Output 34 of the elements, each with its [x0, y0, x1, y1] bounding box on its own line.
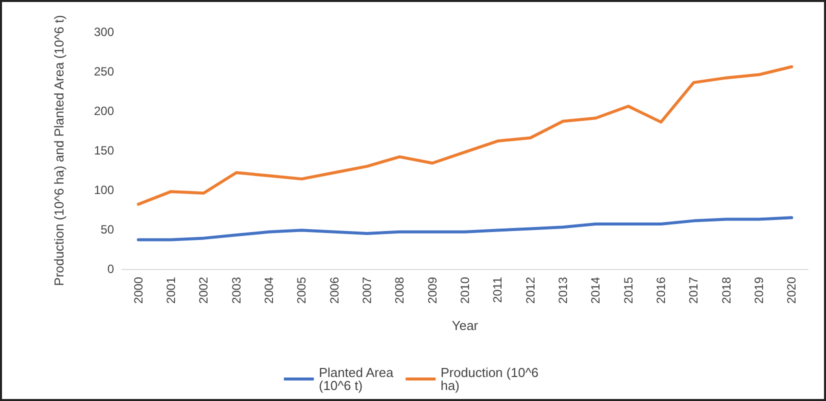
- x-tick-label: 2005: [294, 276, 309, 304]
- x-tick-label: 2009: [425, 276, 440, 304]
- x-axis-title: Year: [452, 318, 479, 333]
- x-tick-label: 2010: [458, 276, 472, 304]
- y-tick-label: 150: [94, 144, 114, 158]
- x-tick-label: 2002: [196, 276, 211, 304]
- y-tick-label: 200: [94, 104, 114, 118]
- x-tick-label: 2016: [654, 276, 668, 304]
- legend-label: Planted Area (10^6 t): [318, 365, 397, 393]
- x-tick-label: 2007: [360, 276, 374, 304]
- y-tick-label: 50: [100, 222, 114, 236]
- x-tick-label: 2011: [490, 276, 505, 303]
- line-series: [136, 216, 794, 242]
- y-tick-label: 300: [94, 25, 114, 39]
- x-tick-label: 2018: [719, 276, 734, 304]
- x-tick-label: 2013: [556, 276, 570, 304]
- x-tick-label: 2020: [784, 276, 799, 304]
- legend-label: Production (10^6 ha): [440, 365, 542, 393]
- x-tick-label: 2012: [523, 276, 538, 304]
- x-tick-label: 2017: [686, 276, 701, 304]
- y-tick-label: 100: [94, 183, 114, 197]
- y-tick-label: 0: [107, 262, 114, 276]
- x-tick-label: 2008: [392, 276, 407, 304]
- line-series: [136, 65, 794, 206]
- y-tick-label: 250: [94, 64, 114, 78]
- x-tick-label: 2001: [164, 276, 178, 304]
- x-tick-label: 2019: [752, 276, 766, 304]
- x-tick-label: 2006: [327, 276, 342, 304]
- y-axis-title: Production (10^6 ha) and Planted Area (10^6 t): [52, 15, 66, 286]
- x-tick-label: 2015: [621, 276, 636, 304]
- x-tick-label: 2004: [262, 276, 276, 304]
- x-tick-label: 2014: [588, 276, 603, 304]
- x-tick-label: 2003: [229, 276, 244, 304]
- x-tick-label: 2000: [131, 276, 146, 304]
